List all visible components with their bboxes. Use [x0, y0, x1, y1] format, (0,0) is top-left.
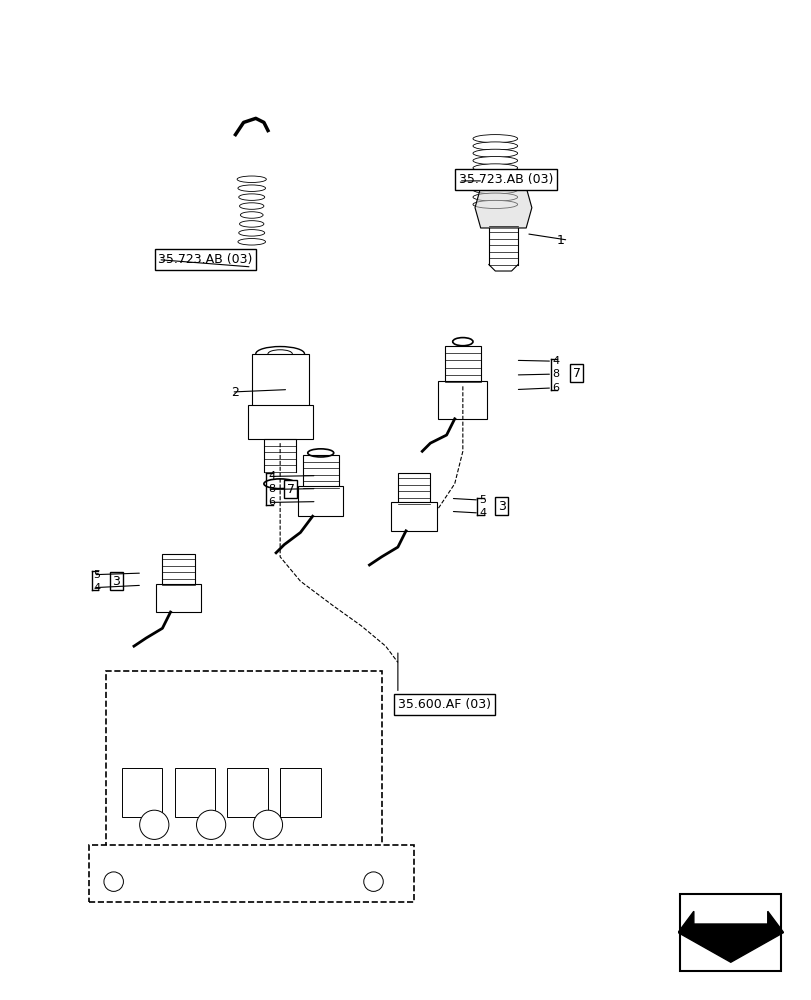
Ellipse shape	[472, 186, 517, 194]
Ellipse shape	[472, 142, 517, 150]
FancyBboxPatch shape	[89, 845, 414, 902]
Circle shape	[363, 872, 383, 891]
FancyBboxPatch shape	[156, 584, 201, 612]
Ellipse shape	[238, 194, 264, 200]
Ellipse shape	[237, 176, 266, 183]
Text: 6: 6	[551, 383, 559, 393]
Ellipse shape	[238, 239, 265, 245]
FancyBboxPatch shape	[247, 405, 312, 439]
Polygon shape	[677, 911, 783, 962]
Ellipse shape	[472, 193, 517, 201]
Ellipse shape	[472, 171, 517, 179]
Text: 6: 6	[268, 497, 275, 507]
Ellipse shape	[472, 135, 517, 143]
FancyBboxPatch shape	[280, 768, 320, 817]
Circle shape	[253, 810, 282, 839]
Text: 4: 4	[268, 471, 275, 481]
FancyBboxPatch shape	[298, 486, 343, 516]
FancyBboxPatch shape	[162, 554, 195, 585]
Text: 7: 7	[286, 483, 294, 496]
FancyBboxPatch shape	[397, 473, 430, 504]
Ellipse shape	[238, 185, 265, 191]
Ellipse shape	[472, 157, 517, 165]
Ellipse shape	[240, 212, 263, 218]
Text: 4: 4	[478, 508, 486, 518]
Text: 2: 2	[231, 386, 239, 399]
FancyBboxPatch shape	[391, 502, 436, 531]
Ellipse shape	[472, 178, 517, 187]
Circle shape	[139, 810, 169, 839]
FancyBboxPatch shape	[122, 768, 162, 817]
Text: 4: 4	[551, 356, 559, 366]
Ellipse shape	[268, 350, 292, 358]
Text: 3: 3	[497, 500, 505, 513]
FancyBboxPatch shape	[227, 768, 268, 817]
Circle shape	[104, 872, 123, 891]
FancyBboxPatch shape	[303, 455, 338, 488]
Ellipse shape	[255, 347, 304, 361]
FancyBboxPatch shape	[174, 768, 215, 817]
Ellipse shape	[238, 230, 264, 236]
Text: 35.723.AB (03): 35.723.AB (03)	[158, 253, 252, 266]
Ellipse shape	[239, 221, 264, 227]
Ellipse shape	[472, 149, 517, 157]
Text: 8: 8	[268, 484, 275, 494]
Ellipse shape	[239, 203, 264, 209]
Circle shape	[196, 810, 225, 839]
Text: 8: 8	[551, 369, 559, 379]
FancyBboxPatch shape	[251, 354, 308, 407]
Text: 1: 1	[556, 234, 564, 247]
Text: 5: 5	[478, 495, 486, 505]
Ellipse shape	[472, 164, 517, 172]
Text: 4: 4	[93, 583, 101, 593]
Text: 3: 3	[112, 575, 120, 588]
Text: 5: 5	[93, 570, 101, 580]
FancyBboxPatch shape	[444, 346, 480, 382]
FancyBboxPatch shape	[680, 894, 780, 971]
Text: 7: 7	[572, 367, 580, 380]
Polygon shape	[474, 187, 531, 228]
FancyBboxPatch shape	[105, 671, 381, 849]
Text: 35.723.AB (03): 35.723.AB (03)	[458, 173, 552, 186]
FancyBboxPatch shape	[438, 381, 487, 419]
Text: 35.600.AF (03): 35.600.AF (03)	[397, 698, 491, 711]
Ellipse shape	[472, 200, 517, 208]
